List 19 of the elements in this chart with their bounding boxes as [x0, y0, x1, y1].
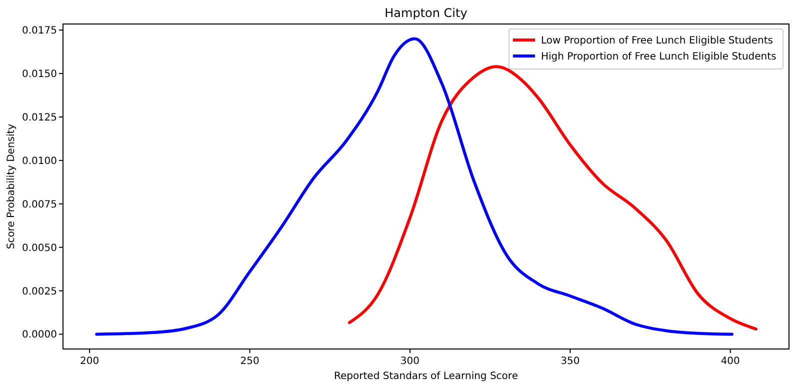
legend-label: Low Proportion of Free Lunch Eligible Students [541, 36, 773, 46]
y-tick-label: 0.0125 [22, 112, 57, 124]
y-tick-label: 0.0000 [22, 330, 57, 341]
x-tick-label: 200 [80, 356, 100, 367]
legend-label: High Proportion of Free Lunch Eligible Students [541, 52, 776, 62]
line-series [348, 65, 758, 331]
x-tick-label: 400 [720, 356, 740, 367]
y-axis-title: Score Probability Density [6, 124, 17, 250]
y-tick-label: 0.0050 [22, 242, 57, 254]
x-tick-label: 300 [400, 356, 420, 367]
chart-title: Hampton City [384, 6, 468, 20]
y-tick-label: 0.0175 [22, 26, 57, 37]
x-tick-label: 350 [560, 356, 580, 367]
y-tick-label: 0.0075 [22, 199, 57, 210]
x-tick-label: 250 [240, 356, 260, 367]
x-axis-title: Reported Standars of Learning Score [334, 371, 518, 382]
y-tick-label: 0.0025 [22, 286, 57, 298]
y-tick-label: 0.0150 [22, 69, 57, 80]
y-tick-label: 0.0100 [22, 156, 57, 167]
